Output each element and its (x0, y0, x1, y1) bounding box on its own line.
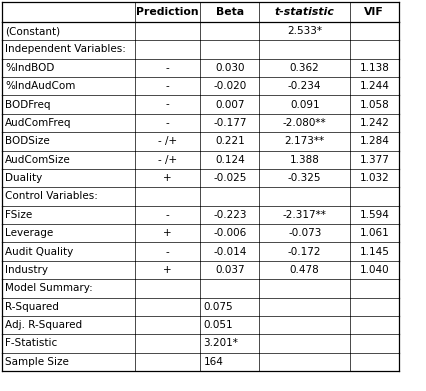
Text: 1.032: 1.032 (360, 173, 389, 183)
Text: -: - (166, 247, 170, 256)
Text: -: - (166, 210, 170, 220)
Text: +: + (163, 265, 172, 275)
Text: VIF: VIF (364, 7, 384, 17)
Text: 1.244: 1.244 (360, 81, 389, 91)
Text: 1.061: 1.061 (360, 228, 389, 238)
Text: -: - (166, 81, 170, 91)
Text: 1.242: 1.242 (360, 118, 389, 128)
Text: 0.051: 0.051 (203, 320, 233, 330)
Text: t-statistic: t-statistic (275, 7, 335, 17)
Text: -0.073: -0.073 (288, 228, 321, 238)
Text: FSize: FSize (5, 210, 32, 220)
Text: 0.221: 0.221 (215, 136, 245, 146)
Text: AudComFreq: AudComFreq (5, 118, 72, 128)
Text: 0.007: 0.007 (215, 100, 245, 109)
Text: 0.037: 0.037 (215, 265, 245, 275)
Text: (Constant): (Constant) (5, 26, 60, 36)
Text: -0.325: -0.325 (288, 173, 322, 183)
Text: Prediction: Prediction (136, 7, 199, 17)
Text: F-Statistic: F-Statistic (5, 339, 58, 348)
Text: 2.173**: 2.173** (285, 136, 325, 146)
Text: Independent Variables:: Independent Variables: (5, 45, 126, 54)
Text: - /+: - /+ (158, 136, 177, 146)
Text: 1.058: 1.058 (360, 100, 389, 109)
Text: BODSize: BODSize (5, 136, 50, 146)
Text: 0.075: 0.075 (203, 302, 233, 312)
Text: -2.317**: -2.317** (283, 210, 327, 220)
Text: Sample Size: Sample Size (5, 357, 69, 367)
Text: %IndAudCom: %IndAudCom (5, 81, 75, 91)
Text: 1.594: 1.594 (360, 210, 389, 220)
Text: 0.478: 0.478 (290, 265, 320, 275)
Text: 0.124: 0.124 (215, 155, 245, 165)
Text: %IndBOD: %IndBOD (5, 63, 55, 73)
Text: -0.025: -0.025 (213, 173, 247, 183)
Text: -0.020: -0.020 (213, 81, 247, 91)
Text: Leverage: Leverage (5, 228, 53, 238)
Text: 0.030: 0.030 (215, 63, 245, 73)
Text: 2.533*: 2.533* (287, 26, 322, 36)
Text: -0.006: -0.006 (213, 228, 247, 238)
Text: Audit Quality: Audit Quality (5, 247, 73, 256)
Text: Control Variables:: Control Variables: (5, 192, 98, 201)
Text: 1.040: 1.040 (360, 265, 389, 275)
Text: 164: 164 (203, 357, 223, 367)
Text: 0.362: 0.362 (290, 63, 320, 73)
Text: -: - (166, 118, 170, 128)
Text: 1.388: 1.388 (290, 155, 320, 165)
Text: -0.223: -0.223 (213, 210, 247, 220)
Text: -0.172: -0.172 (288, 247, 322, 256)
Text: 1.377: 1.377 (360, 155, 389, 165)
Text: 1.284: 1.284 (360, 136, 389, 146)
Text: -0.234: -0.234 (288, 81, 322, 91)
Text: +: + (163, 173, 172, 183)
Text: -0.177: -0.177 (213, 118, 247, 128)
Text: 0.091: 0.091 (290, 100, 320, 109)
Text: -2.080**: -2.080** (283, 118, 327, 128)
Text: AudComSize: AudComSize (5, 155, 71, 165)
Text: -: - (166, 100, 170, 109)
Text: Adj. R-Squared: Adj. R-Squared (5, 320, 82, 330)
Text: R-Squared: R-Squared (5, 302, 59, 312)
Text: Industry: Industry (5, 265, 48, 275)
Text: - /+: - /+ (158, 155, 177, 165)
Text: 3.201*: 3.201* (203, 339, 238, 348)
Text: -: - (166, 63, 170, 73)
Text: Beta: Beta (216, 7, 244, 17)
Text: +: + (163, 228, 172, 238)
Text: -0.014: -0.014 (213, 247, 247, 256)
Text: BODFreq: BODFreq (5, 100, 51, 109)
Text: 1.138: 1.138 (360, 63, 389, 73)
Text: Duality: Duality (5, 173, 42, 183)
Text: 1.145: 1.145 (360, 247, 389, 256)
Text: Model Summary:: Model Summary: (5, 283, 93, 293)
